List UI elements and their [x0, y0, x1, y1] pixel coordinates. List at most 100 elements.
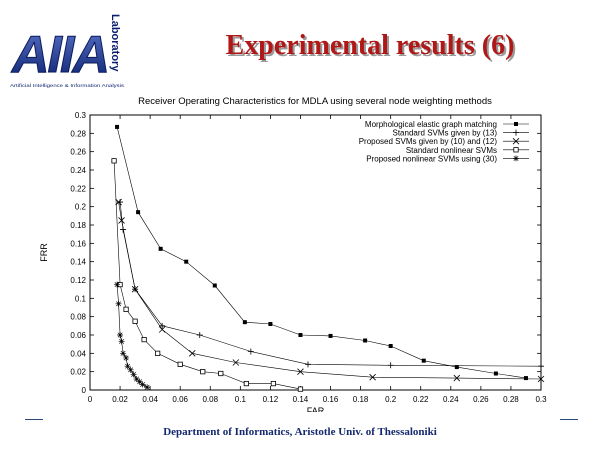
logo-tagline: Artificial Intelligence & Information An…	[10, 83, 125, 88]
footer-line-right	[560, 419, 578, 420]
series-1-point	[421, 358, 426, 363]
legend-label: Proposed SVMs given by (10) and (12)	[359, 137, 498, 146]
legend-marker	[513, 147, 519, 153]
series-1-point	[268, 322, 273, 326]
legend-marker	[512, 137, 520, 145]
footer-line-left	[25, 419, 43, 420]
x-axis-label: FAR	[307, 406, 325, 412]
legend-marker	[513, 129, 519, 136]
series-5-point	[127, 366, 134, 373]
slide-title: Experimental results (6)	[225, 30, 515, 61]
x-tick-label: 0.12	[263, 395, 279, 404]
x-tick-label: 0.1	[235, 395, 247, 404]
series-1-point	[136, 210, 141, 215]
y-tick-label: 0.24	[70, 166, 86, 175]
series-5-point	[123, 354, 130, 361]
y-tick-label: 0.22	[70, 184, 86, 193]
series-3-point	[158, 326, 166, 333]
series-2-point	[117, 199, 124, 206]
series-1-point	[493, 371, 498, 376]
slide-footer: Department of Informatics, Aristotle Uni…	[163, 426, 437, 438]
series-2-point	[196, 332, 203, 338]
legend-label: Proposed nonlinear SVMs using (30)	[366, 154, 497, 163]
series-5-point	[130, 371, 137, 378]
series-3-point	[369, 373, 376, 381]
series-1-point	[523, 376, 528, 381]
roc-chart: Receiver Operating Characteristics for M…	[39, 96, 547, 412]
y-tick-label: 0.14	[70, 258, 86, 267]
series-4-point	[177, 361, 183, 367]
series-1-point	[212, 283, 217, 288]
y-tick-label: 0.04	[70, 349, 86, 358]
series-5-point	[117, 332, 124, 338]
legend-marker	[513, 155, 519, 162]
legend-marker	[514, 122, 518, 126]
y-tick-label: 0.08	[70, 313, 86, 322]
x-tick-label: 0.3	[535, 395, 547, 404]
series-5-point	[115, 300, 122, 307]
series-4-point	[111, 158, 117, 164]
y-tick-label: 0.28	[70, 129, 86, 138]
y-tick-label: 0.16	[70, 239, 86, 248]
x-tick-label: 0.14	[293, 395, 309, 404]
series-5-point	[136, 378, 143, 385]
x-tick-label: 0.28	[503, 395, 519, 404]
series-4-point	[123, 306, 129, 312]
y-tick-label: 0.12	[70, 276, 86, 285]
x-tick-label: 0.24	[443, 395, 459, 404]
x-tick-label: 0.18	[353, 395, 369, 404]
series-4-point	[270, 380, 277, 387]
legend-label: Standard nonlinear SVMs	[406, 146, 497, 155]
series-2-point	[159, 322, 166, 329]
series-5-point	[120, 350, 127, 357]
y-tick-label: 0.06	[70, 331, 86, 340]
aiia-logo: AIIA Laboratory Artificial Intelligence …	[10, 14, 125, 88]
x-tick-label: 0	[88, 395, 93, 404]
series-1-point	[388, 344, 393, 348]
y-tick-label: 0.26	[70, 148, 86, 157]
series-4-point	[243, 380, 249, 387]
legend-label: Morphological elastic graph matching	[365, 120, 497, 129]
logo-vertical-text: Laboratory	[109, 14, 121, 72]
series-1-point	[242, 320, 247, 325]
y-tick-label: 0.3	[75, 111, 87, 120]
x-tick-label: 0.04	[142, 395, 158, 404]
series-3-point	[118, 217, 125, 224]
series-4-point	[155, 350, 161, 356]
series-3-point	[453, 374, 461, 382]
series-3-point	[188, 350, 196, 357]
series-1-point	[363, 338, 368, 343]
x-tick-label: 0.2	[385, 395, 397, 404]
plot-area: 0 0.02 0.04 0.06 0.08 0.1 0.12 0.14 0.16 0.18 0.2 0…	[39, 111, 547, 412]
series-5-point	[139, 381, 146, 388]
series-line-4	[113, 160, 301, 390]
series-3-point	[297, 368, 304, 375]
y-tick-label: 0.18	[70, 221, 86, 230]
x-tick-label: 0.22	[413, 395, 429, 404]
series-5-point	[144, 384, 151, 391]
series-line-1	[116, 126, 527, 379]
series-2-point	[247, 348, 254, 355]
series-5-point	[133, 376, 140, 382]
x-tick-label: 0.26	[473, 395, 489, 404]
y-tick-label: 0.02	[70, 368, 86, 377]
series-1-point	[328, 333, 333, 338]
x-tick-label: 0.16	[323, 395, 339, 404]
series-1-point	[115, 124, 120, 129]
y-axis-label: FRR	[39, 243, 49, 262]
series-2-point	[387, 362, 394, 369]
series-4-point	[218, 370, 224, 377]
x-tick-label: 0.08	[202, 395, 218, 404]
plot-frame	[89, 114, 542, 391]
series-3-point	[115, 198, 122, 206]
series-3-point	[232, 359, 240, 366]
series-1-point	[158, 246, 163, 251]
series-2-point	[538, 363, 544, 370]
series-5-point	[118, 338, 125, 345]
series-1-point	[454, 365, 459, 370]
legend-label: Standard SVMs given by (13)	[393, 129, 498, 138]
series-5-point	[124, 363, 131, 370]
y-tick-label: 0.2	[75, 203, 87, 212]
chart-title: Receiver Operating Characteristics for M…	[138, 96, 492, 107]
logo-letters: AIIA	[10, 26, 106, 84]
